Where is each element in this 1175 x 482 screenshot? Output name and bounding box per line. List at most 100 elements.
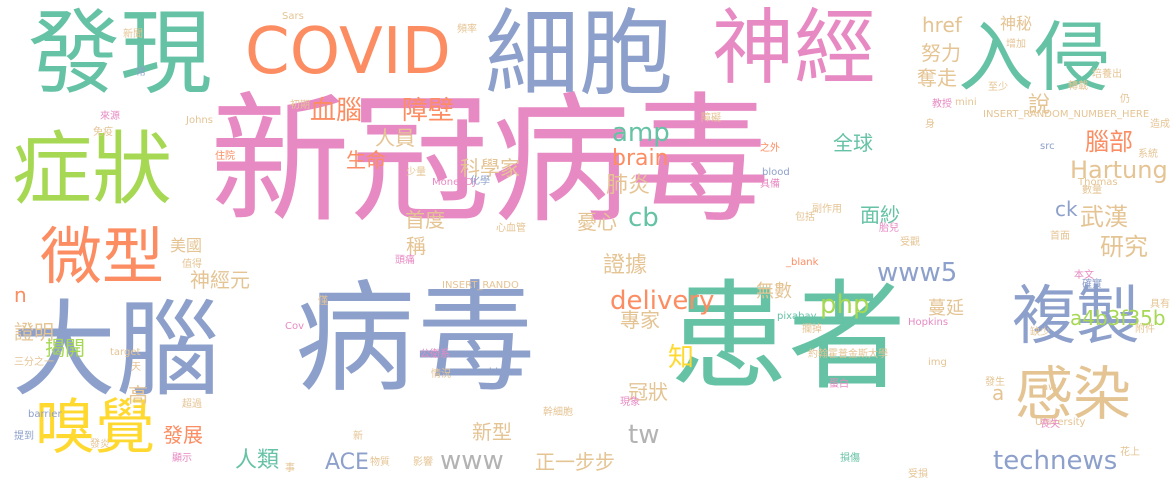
- word: 美國: [170, 236, 203, 255]
- word: 新冠病毒: [210, 80, 771, 243]
- word: 包括: [795, 212, 815, 223]
- word: 本文: [1074, 270, 1094, 281]
- word: 科學家: [460, 156, 520, 180]
- word: 提到: [14, 431, 34, 442]
- word: 缺少: [1030, 327, 1050, 338]
- word: 值得: [182, 259, 202, 270]
- word: 冠狀: [628, 380, 668, 404]
- word: 少量: [406, 167, 426, 178]
- word: 正一步步: [535, 450, 615, 474]
- word: 奪走: [917, 66, 957, 90]
- word: 情況: [431, 369, 451, 380]
- word: 嗅覺: [35, 393, 155, 463]
- word: brain: [612, 146, 669, 171]
- word: 受觀: [900, 237, 920, 248]
- word: Hartung: [1070, 156, 1168, 184]
- word: 發展: [163, 423, 203, 447]
- word: 揭開: [45, 336, 85, 360]
- word: 具備: [760, 179, 780, 190]
- word: 約翰霍普金斯大學: [808, 349, 888, 360]
- word: 蔓延: [928, 298, 964, 319]
- word: 神經: [712, 1, 877, 96]
- word: 轉載: [1068, 81, 1088, 92]
- word: 複製: [1012, 280, 1140, 354]
- word: blood: [762, 167, 790, 178]
- word: 無數: [756, 281, 792, 302]
- word: 幹細胞: [543, 407, 573, 418]
- word: 知: [668, 343, 695, 373]
- word: 新型: [472, 420, 512, 444]
- word: INSERT_RANDOM_NUMBER_HERE: [983, 109, 1150, 120]
- word: 稱: [406, 234, 426, 258]
- word: 培養出: [1092, 69, 1122, 80]
- word: technews: [993, 446, 1118, 476]
- word: 大腦: [12, 289, 221, 411]
- word: 附件: [1135, 324, 1155, 335]
- word: 發炎: [90, 439, 110, 450]
- word: 身: [925, 119, 935, 130]
- word: 超過: [182, 399, 202, 410]
- word: tw: [628, 420, 660, 450]
- word: delivery: [610, 286, 715, 316]
- word: 事: [285, 463, 295, 474]
- word: INSERT_RANDO: [442, 280, 519, 291]
- word: 之外: [760, 143, 780, 154]
- word: mini: [955, 97, 977, 108]
- word: 研究: [1100, 233, 1148, 261]
- word: 發現: [28, 0, 213, 107]
- word: 症狀: [12, 123, 172, 216]
- word: 全球: [833, 131, 873, 155]
- word: 武漢: [1080, 203, 1128, 231]
- word: cb: [628, 203, 659, 233]
- word: Sars: [282, 11, 304, 22]
- word: 初期: [290, 100, 310, 111]
- word: 神經元: [190, 268, 250, 292]
- word: 攔掉: [802, 324, 822, 335]
- word: 首面: [1050, 231, 1070, 242]
- word: 說: [1028, 93, 1051, 118]
- word: 至少: [988, 82, 1008, 93]
- word: 化學: [470, 176, 490, 187]
- word: Johns: [186, 115, 213, 126]
- word: 病毒: [295, 270, 535, 409]
- word: 專家: [620, 308, 660, 332]
- word: 努力: [921, 41, 961, 65]
- word: 新聞: [123, 29, 143, 40]
- word: a4b3f35b: [1070, 306, 1166, 330]
- word: a: [992, 381, 1005, 405]
- word: n: [14, 283, 27, 307]
- word: src: [1040, 141, 1055, 152]
- word: 障礙: [701, 113, 721, 124]
- word: Cov: [285, 321, 305, 332]
- word: 腦部: [1085, 128, 1133, 156]
- word: 頻率: [457, 24, 477, 35]
- word: 數量: [1082, 185, 1102, 196]
- word: 天: [131, 362, 141, 373]
- word: 首度: [405, 208, 445, 232]
- word: 花上: [1120, 447, 1140, 458]
- word: 公衛系: [420, 349, 450, 360]
- word: 心血管: [496, 223, 526, 234]
- word: 常: [136, 67, 146, 78]
- word: COVID: [245, 15, 451, 89]
- word: 損傷: [840, 453, 860, 464]
- word: 高: [128, 383, 148, 407]
- word: 造成: [1150, 119, 1170, 130]
- word: 感染: [1015, 360, 1132, 428]
- word: www: [440, 446, 504, 476]
- word: 肺炎: [606, 173, 651, 198]
- word: 來源: [100, 111, 120, 122]
- word: 微型: [40, 220, 165, 293]
- word: 新: [353, 431, 363, 442]
- word: barrier: [28, 409, 62, 420]
- word: img: [928, 357, 947, 368]
- word: 證據: [603, 253, 648, 278]
- word: 患者: [670, 268, 907, 406]
- word: 受損: [908, 469, 928, 480]
- word: 三分之一: [14, 357, 54, 368]
- word: aw: [1042, 382, 1057, 393]
- word: 細胞: [485, 0, 674, 109]
- word: href: [922, 13, 962, 37]
- word: ck: [1055, 197, 1078, 221]
